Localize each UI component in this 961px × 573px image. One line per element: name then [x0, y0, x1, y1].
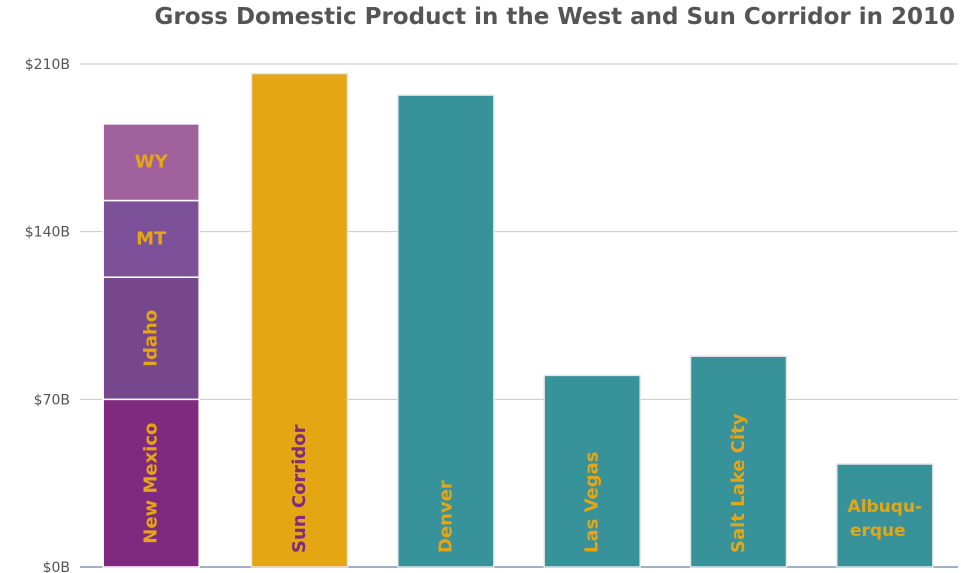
bar-label: Salt Lake City	[728, 413, 749, 553]
bar-label: Las Vegas	[582, 452, 603, 554]
y-axis: $0B $70B $140B $210B	[25, 57, 70, 573]
bar-label: Denver	[435, 480, 456, 553]
chart-title: Gross Domestic Product in the West and S…	[154, 4, 955, 30]
y-tick-label: $70B	[34, 392, 70, 408]
segment-label: MT	[136, 228, 167, 249]
stack-segment[interactable]	[102, 199, 200, 278]
y-tick-label: $210B	[25, 57, 70, 73]
bar-label: Sun Corridor	[289, 424, 310, 553]
bar[interactable]	[397, 94, 495, 568]
bar[interactable]	[836, 463, 934, 568]
bar[interactable]	[543, 374, 641, 568]
bar-label: erque	[850, 521, 906, 541]
bar[interactable]	[250, 72, 349, 568]
y-tick-label: $140B	[25, 225, 70, 241]
stack-segment[interactable]	[102, 276, 200, 401]
stack-segment[interactable]	[102, 398, 200, 568]
bar[interactable]	[689, 355, 788, 568]
segment-label: WY	[135, 152, 169, 173]
stack-segment[interactable]	[102, 123, 200, 202]
segment-label: Idaho	[141, 310, 162, 367]
bars	[102, 72, 934, 568]
segment-label: New Mexico	[141, 423, 162, 544]
bar-label: Albuqu-	[848, 497, 923, 517]
gridlines	[80, 63, 958, 568]
bar-labels: New Mexico Idaho MT WY Sun Corridor Denver Las…	[135, 152, 922, 553]
y-tick-label: $0B	[43, 560, 70, 573]
